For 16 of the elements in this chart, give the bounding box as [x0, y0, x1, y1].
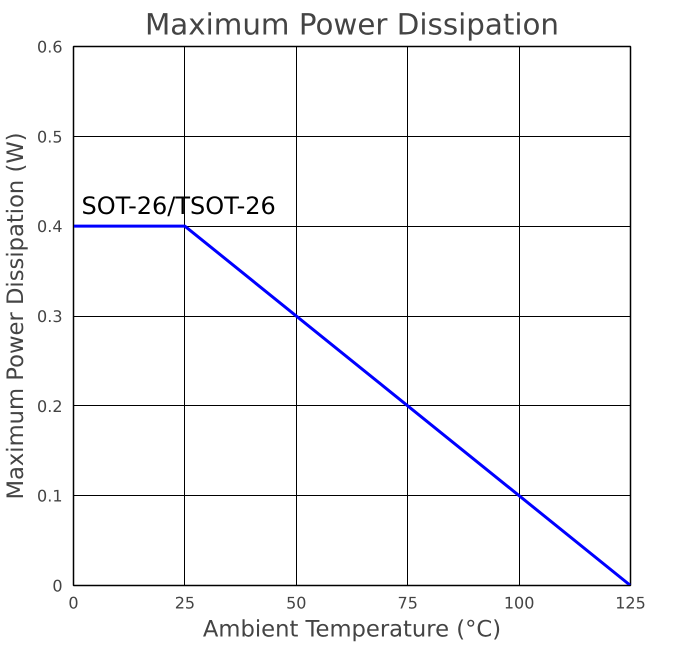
- x-tick-label: 100: [504, 594, 534, 612]
- x-tick-label: 0: [68, 594, 79, 612]
- y-tick-label: 0: [52, 576, 63, 596]
- chart-title: Maximum Power Dissipation: [144, 8, 560, 42]
- y-tick-label: 0.6: [37, 38, 63, 56]
- x-tick-label: 50: [286, 594, 306, 612]
- y-tick-label: 0.1: [37, 486, 63, 506]
- y-tick-label: 0.4: [37, 217, 63, 236]
- x-tick-label: 125: [615, 594, 646, 612]
- y-axis-title: Maximum Power Dissipation (W): [3, 132, 30, 500]
- x-tick-label: 25: [174, 594, 196, 612]
- y-tick-label: 0.5: [37, 127, 63, 146]
- y-tick-label: 0.3: [37, 307, 63, 326]
- x-axis-title: Ambient Temperature (°C): [202, 616, 502, 642]
- x-tick-label: 75: [398, 594, 418, 612]
- y-tick-label: 0.2: [37, 396, 63, 416]
